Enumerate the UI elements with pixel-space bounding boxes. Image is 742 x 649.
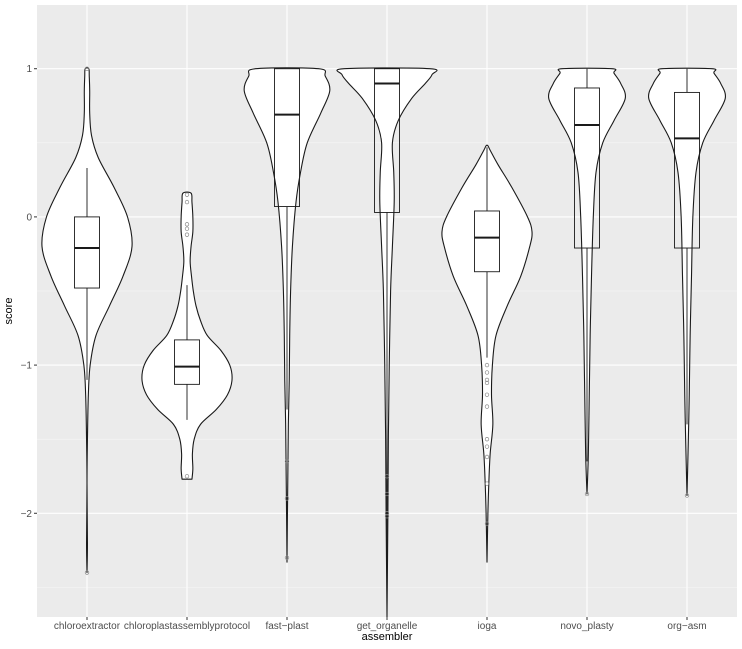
outlier-point [384,514,390,519]
box-iqr [474,210,500,273]
outlier-point [484,362,490,368]
y-tick-label: −2 [21,509,33,520]
x-tick-label: get_organelle [357,621,418,632]
outlier-point [484,444,490,449]
outlier-point [284,555,290,560]
y-axis-ticks: 1 0 −1 −2 [21,64,37,520]
outlier-point [484,454,490,460]
outlier-point [184,199,190,205]
box-iqr [174,339,200,385]
outlier-point [484,404,490,409]
outlier-point [684,493,690,498]
outlier-point [184,226,190,231]
boxplot-layer [74,66,700,617]
outlier-point [484,377,490,383]
y-tick-label: 1 [26,64,32,75]
x-axis-title: assembler [362,631,413,643]
x-tick-label: fast−plast [265,621,308,632]
outlier-point [484,380,490,386]
box-iqr [574,87,600,249]
outlier-point [84,570,90,575]
outlier-point [284,496,290,501]
x-tick-label: novo_plasty [560,621,613,632]
outlier-point [484,370,490,375]
x-tick-label: chloroplastassemblyprotocol [124,621,250,632]
box-iqr [674,91,700,249]
y-axis-title: score [3,298,15,325]
box-iqr [274,68,300,207]
x-tick-label: ioga [478,621,497,632]
outlier-point [184,232,190,237]
outlier-point [184,192,190,197]
outlier-point [84,66,90,71]
outlier-point [284,459,290,464]
outlier-point [184,474,190,479]
outlier-point [184,222,190,227]
x-tick-label: chloroextractor [54,621,121,632]
box-iqr [74,216,100,289]
y-tick-label: 0 [26,212,32,223]
box-iqr [374,68,400,213]
outlier-point [484,481,490,486]
outlier-point [484,392,490,397]
outlier-point [384,474,390,479]
outlier-point [484,437,490,442]
outlier-point [584,491,590,497]
x-axis-ticks: chloroextractor chloroplastassemblyprotoc… [54,617,707,632]
outlier-point [484,521,490,526]
y-tick-label: −1 [21,361,33,372]
x-tick-label: org−asm [667,621,706,632]
outlier-point [384,491,390,497]
outlier-point [384,511,390,516]
